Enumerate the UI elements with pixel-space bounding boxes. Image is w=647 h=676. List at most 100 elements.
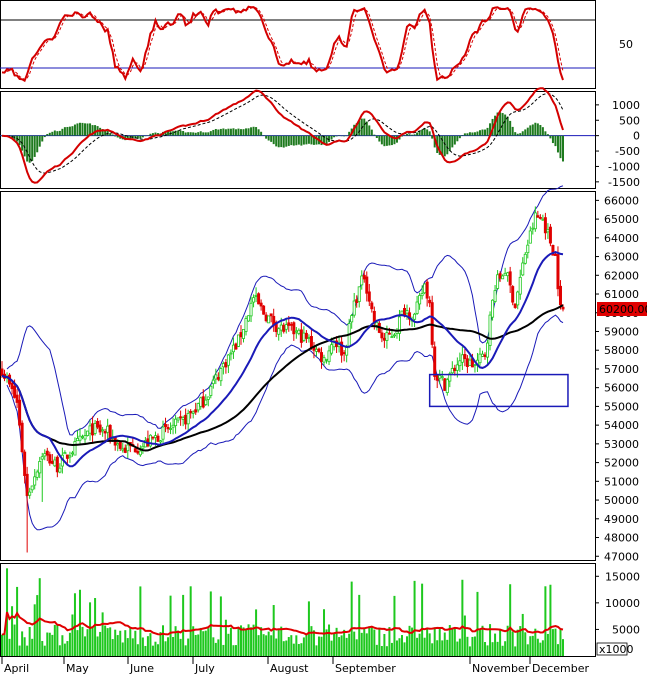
- candle-body: [508, 271, 512, 286]
- macd-histogram-bar: [489, 123, 492, 136]
- volume-bar: [13, 624, 16, 656]
- macd-histogram-bar: [31, 135, 34, 161]
- volume-bar: [58, 645, 61, 656]
- volume-bar: [526, 644, 529, 656]
- volume-bar: [56, 625, 59, 656]
- macd-histogram-bar: [370, 129, 373, 136]
- macd-histogram-bar: [217, 129, 220, 136]
- volume-bar: [172, 637, 175, 656]
- macd-histogram-bar: [252, 126, 255, 136]
- month-label: August: [270, 662, 309, 675]
- macd-histogram-bar: [443, 135, 446, 157]
- volume-bar: [421, 583, 424, 656]
- month-label: September: [335, 662, 396, 675]
- candle-body: [171, 424, 175, 428]
- candle-body: [244, 318, 248, 332]
- candle-body: [88, 425, 92, 434]
- volume-bar: [393, 595, 396, 656]
- macd-histogram-bar: [418, 130, 421, 136]
- volume-bar: [471, 636, 474, 656]
- macd-histogram-bar: [509, 120, 512, 136]
- candle-body: [319, 352, 323, 362]
- volume-bar: [33, 604, 36, 656]
- price-tick-label: 59000: [604, 325, 639, 338]
- candle-body: [445, 379, 449, 394]
- macd-histogram-bar: [511, 126, 514, 136]
- candle-body: [553, 253, 557, 256]
- macd-histogram-bar: [375, 135, 378, 138]
- volume-bar: [496, 641, 499, 656]
- candle-body: [267, 315, 271, 324]
- macd-histogram-bar: [202, 132, 205, 136]
- macd-histogram-bar: [237, 128, 240, 136]
- candle-body: [234, 343, 238, 350]
- macd-histogram-bar: [134, 135, 137, 139]
- macd-histogram-bar: [156, 133, 159, 136]
- macd-histogram-bar: [554, 135, 557, 147]
- macd-histogram-bar: [383, 135, 386, 147]
- candle-body: [516, 291, 520, 306]
- macd-histogram-bar: [250, 127, 253, 136]
- month-label: December: [532, 662, 590, 675]
- candle-body: [156, 435, 160, 442]
- volume-bar: [272, 605, 275, 656]
- candle-body: [289, 323, 293, 326]
- volume-bar: [287, 637, 290, 656]
- volume-bar: [8, 638, 11, 656]
- macd-histogram-bar: [433, 135, 436, 148]
- macd-histogram-bar: [363, 118, 366, 136]
- macd-histogram-bar: [23, 135, 26, 157]
- macd-histogram-bar: [441, 135, 444, 156]
- price-tick-label: 66000: [604, 194, 639, 207]
- macd-histogram-bar: [141, 135, 144, 138]
- month-label: June: [129, 662, 154, 675]
- price-tick-label: 64000: [604, 232, 639, 245]
- macd-histogram-bar: [68, 126, 71, 136]
- macd-histogram-bar: [227, 128, 230, 136]
- volume-bar: [214, 642, 217, 656]
- candle-body: [126, 444, 130, 452]
- volume-bar: [209, 591, 212, 656]
- candle-body: [440, 376, 444, 379]
- volume-bar: [426, 628, 429, 656]
- candle-body: [81, 436, 85, 438]
- macd-histogram-bar: [222, 128, 225, 136]
- macd-histogram-bar: [400, 135, 403, 137]
- volume-bar: [41, 640, 44, 656]
- macd-histogram-bar: [481, 129, 484, 136]
- candle-body: [136, 450, 140, 454]
- volume-bar: [94, 598, 97, 656]
- volume-bar: [328, 624, 331, 656]
- volume-bar: [549, 584, 552, 656]
- candle-body: [252, 297, 256, 303]
- volume-bar: [416, 637, 419, 656]
- candle-body: [257, 293, 261, 305]
- candle-body: [561, 306, 565, 310]
- candle-body: [226, 354, 230, 366]
- volume-bar: [478, 628, 481, 656]
- volume-bar: [144, 645, 147, 656]
- volume-bar: [544, 586, 547, 656]
- macd-histogram-bar: [312, 135, 315, 145]
- macd-histogram-bar: [471, 132, 474, 136]
- candle-body: [184, 414, 188, 425]
- candle-body: [18, 399, 22, 426]
- candle-body: [340, 341, 344, 356]
- volume-bar: [559, 628, 562, 656]
- candle-body: [538, 217, 542, 219]
- candle-body: [38, 461, 42, 474]
- volume-bar: [247, 624, 250, 656]
- volume-bar: [390, 642, 393, 656]
- volume-bar: [436, 640, 439, 656]
- last-price-marker: [597, 302, 647, 317]
- macd-histogram-bar: [345, 135, 348, 137]
- month-label: April: [4, 662, 29, 675]
- candle-body: [70, 452, 74, 455]
- macd-histogram-bar: [28, 135, 31, 163]
- macd-histogram-bar: [260, 131, 263, 136]
- candle-body: [23, 451, 27, 476]
- candle-body: [259, 302, 263, 307]
- bollinger-upper-line: [6, 185, 564, 436]
- candle-body: [443, 378, 447, 391]
- macd-histogram-bar: [234, 129, 237, 136]
